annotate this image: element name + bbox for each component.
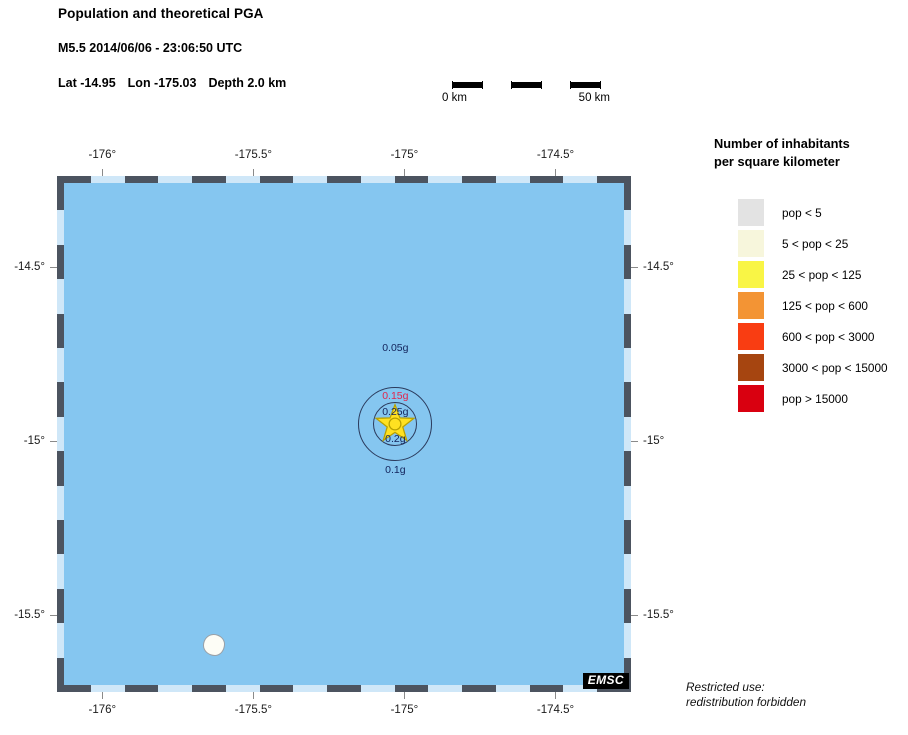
pga-contour-label: 0.25g [382, 405, 409, 418]
legend-items: pop < 5 5 < pop < 25 25 < pop < 125 125 < p… [714, 197, 904, 414]
legend-title-line1: Number of inhabitants [714, 136, 850, 151]
scale-bar-segment [570, 82, 600, 88]
lat-axis-label: -15.5° [643, 609, 674, 622]
lon-axis-tick [253, 169, 255, 176]
legend-color-swatch [738, 354, 764, 381]
lat-axis-label: -14.5° [14, 260, 45, 273]
lon-axis-tick [404, 169, 406, 176]
restricted-use-line1: Restricted use: [686, 680, 765, 694]
map-frame-top [57, 176, 631, 183]
lon-axis-label: -176° [88, 704, 117, 716]
scale-bar-max-label: 50 km [578, 92, 610, 104]
legend-row: 125 < pop < 600 [714, 290, 904, 321]
scale-bar-segment [511, 82, 541, 88]
lat-axis-label: -15° [23, 434, 45, 447]
lat-axis-tick [50, 615, 57, 617]
event-magnitude-time: M5.5 2014/06/06 - 23:06:50 UTC [58, 41, 243, 55]
pga-contour-label: 0.1g [385, 463, 406, 476]
lon-axis-label: -175.5° [234, 704, 272, 716]
legend-label: 125 < pop < 600 [782, 298, 868, 313]
legend-row: pop < 5 [714, 197, 904, 228]
restricted-use-line2: redistribution forbidden [686, 695, 807, 709]
legend-color-swatch [738, 323, 764, 350]
legend-label: pop > 15000 [782, 391, 848, 406]
lat-axis-tick [631, 266, 638, 268]
scale-bar-segment [481, 82, 512, 88]
event-longitude: Lon -175.03 [127, 76, 197, 90]
lon-axis-label: -174.5° [536, 704, 575, 716]
scale-bar [452, 81, 601, 89]
pga-contour-ring [358, 386, 433, 461]
scale-bar-labels: 0 km 50 km [442, 92, 610, 106]
emsc-logo: EMSC [582, 673, 629, 689]
legend-color-swatch [738, 230, 764, 257]
legend-title: Number of inhabitants per square kilomet… [714, 135, 904, 171]
lon-axis-tick [102, 169, 104, 176]
legend-row: pop > 15000 [714, 383, 904, 414]
pga-contour-label: 0.05g [382, 341, 409, 354]
map-frame-left [57, 176, 64, 692]
legend-label: 25 < pop < 125 [782, 267, 862, 282]
map-frame-right [624, 176, 631, 692]
event-location-line: Lat -14.95 Lon -175.03 Depth 2.0 km [58, 76, 286, 90]
lon-axis-tick [555, 169, 557, 176]
pga-contour-label: 0.2g [385, 432, 406, 445]
lon-axis-tick [253, 692, 255, 699]
lon-axis-tick [102, 692, 104, 699]
legend-label: 600 < pop < 3000 [782, 329, 875, 344]
event-latitude: Lat -14.95 [58, 76, 116, 90]
lat-axis-tick [631, 440, 638, 442]
legend-row: 25 < pop < 125 [714, 259, 904, 290]
lat-axis-label: -15.5° [14, 609, 45, 622]
epicenter-star-icon [374, 402, 417, 445]
legend-title-line2: per square kilometer [714, 154, 840, 169]
scale-bar-segment [540, 82, 571, 88]
restricted-use-notice: Restricted use: redistribution forbidden [686, 680, 806, 710]
legend-label: pop < 5 [782, 205, 822, 220]
lon-axis-label: -175.5° [234, 149, 272, 161]
lat-axis-tick [50, 440, 57, 442]
lat-axis-tick [631, 615, 638, 617]
header-block: Population and theoretical PGA M5.5 2014… [58, 6, 286, 90]
lon-axis-label: -174.5° [536, 149, 575, 161]
event-depth: Depth 2.0 km [208, 76, 287, 90]
pga-contour-ring [373, 401, 418, 446]
lon-axis-tick [555, 692, 557, 699]
lon-axis-label: -175° [390, 704, 419, 716]
legend-label: 5 < pop < 25 [782, 236, 849, 251]
scale-bar-min-label: 0 km [442, 92, 467, 104]
island-shape [203, 633, 226, 656]
pga-contour-overlay: 0.05g 0.1g 0.15g 0.25g 0.2g [57, 176, 631, 692]
lat-axis-label: -15° [643, 434, 665, 447]
legend-row: 5 < pop < 25 [714, 228, 904, 259]
legend-color-swatch [738, 292, 764, 319]
page-title: Population and theoretical PGA [58, 6, 264, 21]
scale-bar-block: 0 km 50 km [442, 81, 610, 106]
pga-contour-label: 0.15g [382, 389, 409, 402]
legend-color-swatch [738, 199, 764, 226]
legend-label: 3000 < pop < 15000 [782, 360, 888, 375]
legend-color-swatch [738, 385, 764, 412]
legend-row: 600 < pop < 3000 [714, 321, 904, 352]
legend-row: 3000 < pop < 15000 [714, 352, 904, 383]
map-area[interactable]: 0.05g 0.1g 0.15g 0.25g 0.2g EMSC [57, 176, 631, 692]
lon-axis-label: -175° [390, 149, 419, 161]
legend-color-swatch [738, 261, 764, 288]
legend-block: Number of inhabitants per square kilomet… [714, 135, 904, 414]
lat-axis-label: -14.5° [643, 260, 674, 273]
lon-axis-label: -176° [88, 149, 117, 161]
lat-axis-tick [50, 266, 57, 268]
lon-axis-tick [404, 692, 406, 699]
scale-bar-segment [452, 82, 482, 88]
